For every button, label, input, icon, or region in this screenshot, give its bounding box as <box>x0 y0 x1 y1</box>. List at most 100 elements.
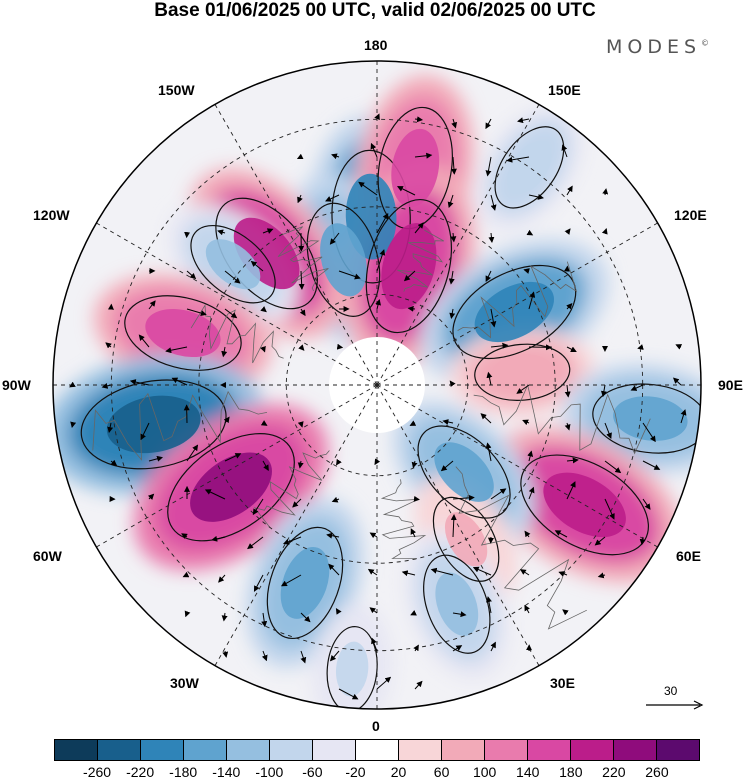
anomaly-core <box>280 546 330 619</box>
wind-vector <box>490 308 497 328</box>
map-disc <box>53 61 701 709</box>
wind-vector <box>517 117 530 124</box>
coastline <box>190 304 284 364</box>
lon-label-90w: 90W <box>2 377 31 393</box>
wind-vector <box>604 460 622 474</box>
wind-vector <box>564 228 571 235</box>
wind-vector <box>296 153 304 160</box>
wind-vector <box>409 420 417 426</box>
wind-vector <box>452 494 475 501</box>
coastline <box>277 226 329 292</box>
wind-vector <box>374 113 380 121</box>
wind-vector <box>407 305 416 312</box>
colorbar-swatch <box>141 740 184 760</box>
wind-vector <box>430 567 454 576</box>
coastlines <box>92 226 651 630</box>
wind-vector <box>488 232 495 244</box>
wind-vector <box>442 419 454 425</box>
wind-vector <box>410 609 417 616</box>
colorbar-tick-label: -140 <box>212 764 241 780</box>
coastline <box>457 261 578 339</box>
colorbar-swatch <box>356 740 399 760</box>
anomaly-core <box>435 572 479 636</box>
wind-vector <box>486 371 493 386</box>
anomaly-contour <box>124 295 242 371</box>
wind-vector <box>224 308 238 319</box>
wind-vector <box>449 380 456 388</box>
map-border <box>52 60 702 710</box>
wind-vector <box>326 532 340 539</box>
wind-vector <box>403 270 416 282</box>
wind-vector <box>566 457 579 464</box>
wind-vector <box>490 641 496 652</box>
colorbar-swatch <box>657 740 699 760</box>
wind-vector <box>204 489 226 500</box>
lon-label-120w: 120W <box>33 207 70 223</box>
wind-vector <box>566 185 573 196</box>
wind-vector <box>564 384 571 398</box>
wind-vector <box>297 194 303 204</box>
wind-vector <box>562 609 569 616</box>
anomaly-core <box>543 472 626 538</box>
colorbar-tick-label: -60 <box>302 764 323 780</box>
wind-vector <box>282 536 302 545</box>
colorbar-swatch <box>313 740 356 760</box>
reference-vector-label: 30 <box>664 684 678 698</box>
wind-vector <box>554 530 568 538</box>
lon-label-120e: 120E <box>674 207 707 223</box>
meridian <box>96 222 378 386</box>
wind-vector <box>447 194 454 209</box>
lon-label-90e: 90E <box>718 377 743 393</box>
wind-vector <box>452 611 467 618</box>
wind-vector <box>371 637 378 652</box>
anomaly-core <box>613 396 688 441</box>
wind-vector <box>642 498 651 510</box>
wind-vector <box>297 421 304 428</box>
colorbar-swatch <box>227 740 270 760</box>
wind-vector <box>147 493 155 501</box>
lon-label-0: 0 <box>372 718 380 734</box>
wind-vector <box>413 644 419 652</box>
wind-vector <box>358 181 378 196</box>
wind-vector <box>101 382 112 389</box>
anomaly-contour <box>474 343 571 401</box>
wind-vector <box>376 212 389 234</box>
wind-vector <box>165 346 188 354</box>
wind-vector <box>186 308 207 316</box>
colorbar-swatch <box>55 740 98 760</box>
anomaly-contour <box>331 149 411 284</box>
wind-vector <box>448 270 455 285</box>
wind-vector <box>221 346 228 358</box>
wind-vector <box>138 334 150 348</box>
wind-vector <box>186 270 197 280</box>
wind-vector <box>604 498 615 520</box>
wind-vector <box>506 156 530 163</box>
colorbar-tick-label: -220 <box>126 764 155 780</box>
meridian <box>214 104 378 386</box>
wind-vector <box>181 533 188 540</box>
anomaly-core <box>381 223 437 310</box>
wind-vector <box>637 344 644 350</box>
wind-vector <box>675 344 683 350</box>
wind-vector <box>440 460 454 472</box>
wind-vector <box>564 422 571 431</box>
wind-vector <box>262 460 269 472</box>
wind-vector <box>604 422 612 439</box>
wind-vector <box>369 532 378 539</box>
colorbar-swatch <box>485 740 528 760</box>
wind-vector <box>630 384 644 391</box>
wind-vector <box>472 566 492 576</box>
wind-vector <box>485 156 492 177</box>
wind-vector <box>186 444 199 462</box>
wind-vector <box>374 458 381 466</box>
anomaly-contour <box>494 126 565 209</box>
wind-vector <box>300 650 307 664</box>
colorbar-tick-label: -180 <box>169 764 198 780</box>
wind-vectors <box>69 113 687 700</box>
colorbar-swatch <box>614 740 657 760</box>
wind-vector <box>519 569 530 576</box>
wind-vector <box>370 142 378 158</box>
wind-vector <box>375 299 381 310</box>
coastline <box>397 229 444 292</box>
